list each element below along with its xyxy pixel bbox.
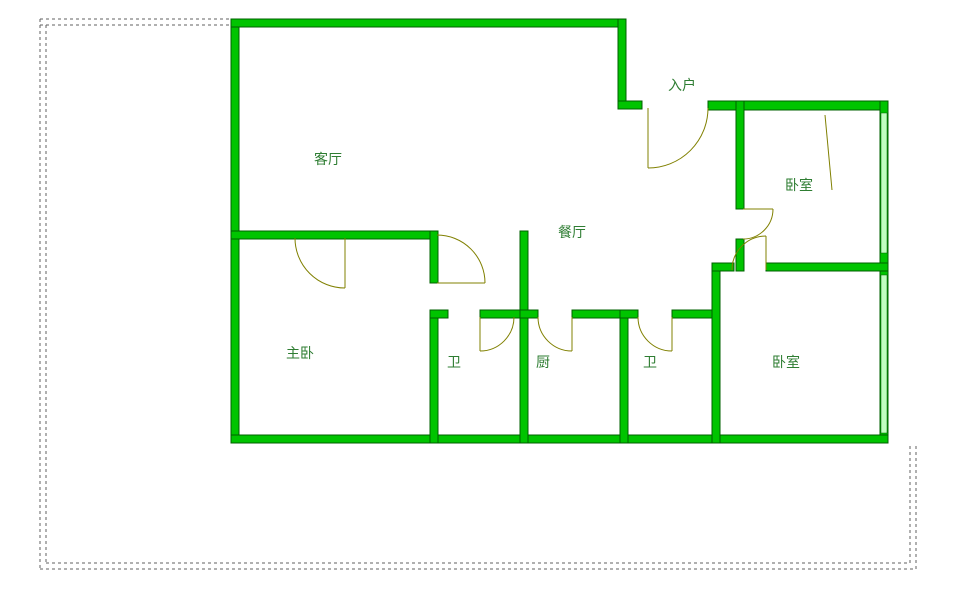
- wall: [430, 310, 448, 318]
- window: [881, 113, 887, 253]
- door-leaf: [825, 115, 832, 190]
- door-swing: [638, 317, 672, 351]
- door-swing: [295, 238, 345, 288]
- wall: [620, 310, 628, 443]
- wall: [231, 435, 888, 443]
- wall: [736, 101, 744, 209]
- wall: [618, 101, 642, 109]
- wall: [520, 231, 528, 311]
- door-swing: [648, 108, 708, 168]
- door-swing: [437, 235, 485, 283]
- wall: [620, 310, 638, 318]
- wall: [618, 19, 626, 109]
- wall: [520, 310, 528, 443]
- door-swing: [538, 317, 572, 351]
- wall: [766, 263, 888, 271]
- floorplan-svg: [0, 0, 957, 609]
- wall: [430, 310, 438, 443]
- wall: [231, 19, 625, 27]
- wall: [736, 239, 744, 271]
- wall: [231, 231, 437, 239]
- door-swing: [480, 317, 514, 351]
- window: [881, 275, 887, 433]
- wall: [520, 310, 538, 318]
- wall: [708, 101, 888, 110]
- wall: [712, 263, 720, 443]
- wall: [712, 263, 734, 271]
- door-swing: [743, 209, 773, 239]
- wall: [430, 231, 438, 283]
